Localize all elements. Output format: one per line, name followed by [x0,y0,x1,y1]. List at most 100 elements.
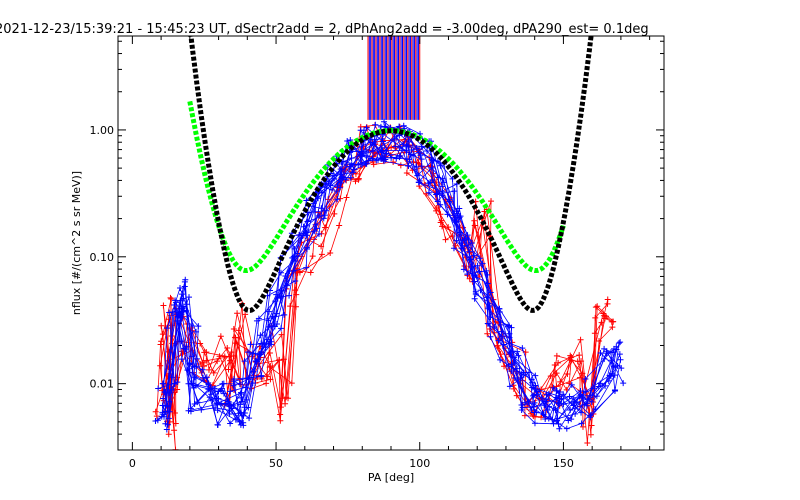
blue-data-point [521,399,528,406]
blue-data-point [583,402,590,409]
blue-data-point [611,372,618,379]
blue-data-point [334,181,341,188]
red-data-point [287,303,294,310]
blue-data-point [425,189,432,196]
blue-data-point [483,294,490,301]
blue-data-point [163,426,170,433]
red-data-point [494,342,501,349]
blue-data-point [374,156,381,163]
red-data-point [388,144,395,151]
blue-data-point [379,147,386,154]
red-data-point [292,303,299,310]
axes: 0 50 100 150 0.01 0.10 1.00 [90,36,664,470]
blue-data-point [154,417,161,424]
blue-data-point [303,197,310,204]
blue-data-point [487,333,494,340]
blue-data-point [529,392,536,399]
blue-data-point [508,324,515,331]
blue-data-point [582,375,589,382]
blue-data-point [418,143,425,150]
red-data-point [288,380,295,387]
blue-data-point [363,160,370,167]
blue-data-point [237,409,244,416]
blue-data-point [178,356,185,363]
blue-data-point [508,361,515,368]
blue-data-point [177,284,184,291]
blue-data-point [418,156,425,163]
red-data-point [592,314,599,321]
blue-data-point [556,389,563,396]
red-data-point [403,170,410,177]
blue-data-point [318,205,325,212]
blue-data-point [219,380,226,387]
blue-data-point [247,341,254,348]
blue-data-point [553,388,560,395]
blue-data-point [446,198,453,205]
blue-data-point [303,264,310,271]
blue-data-point [613,343,620,350]
blue-data-point [315,230,322,237]
blue-data-point [474,262,481,269]
blue-data-point [437,201,444,208]
blue-data-point [617,339,624,346]
blue-data-point [187,405,194,412]
blue-data-point [199,366,206,373]
red-data-point [549,384,556,391]
blue-data-point [418,163,425,170]
red-data-point [390,158,397,165]
blue-data-point [265,308,272,315]
blue-data-point [425,180,432,187]
blue-data-point [351,166,358,173]
blue-data-point [396,123,403,130]
blue-data-point [159,409,166,416]
blue-data-point [514,348,521,355]
blue-data-point [238,394,245,401]
red-data-point [307,269,314,276]
blue-data-point [246,415,253,422]
red-data-point [228,349,235,356]
blue-data-point [178,338,185,345]
red-data-point [165,431,172,438]
red-data-point [337,195,344,202]
blue-data-point [258,349,265,356]
blue-data-point [172,299,179,306]
blue-data-point [273,310,280,317]
blue-data-point [428,164,435,171]
red-data-point [309,253,316,260]
blue-data-point [320,215,327,222]
blue-data-point [286,292,293,299]
red-data-point [282,400,289,407]
blue-data-point [160,380,167,387]
red-data-point [587,431,594,438]
plot-area [152,36,627,450]
blue-data-point [620,380,627,387]
blue-data-point [550,384,557,391]
x-tick-label: 0 [129,457,136,470]
blue-data-point [578,420,585,427]
red-data-point [576,352,583,359]
blue-data-point [164,325,171,332]
blue-data-point [456,205,463,212]
blue-data-point [519,404,526,411]
blue-data-point [241,404,248,411]
blue-data-point [194,399,201,406]
blue-data-point [333,188,340,195]
blue-data-point [484,271,491,278]
red-data-point [266,350,273,357]
red-data-point [157,341,164,348]
blue-data-point [344,138,351,145]
red-data-point [267,376,274,383]
blue-data-point [465,236,472,243]
blue-data-point [372,121,379,128]
blue-data-point [206,394,213,401]
blue-data-point [155,385,162,392]
blue-data-point [405,162,412,169]
blue-data-point [519,345,526,352]
red-data-point [604,300,611,307]
red-data-point [596,338,603,345]
red-data-point [263,380,270,387]
blue-data-point [607,349,614,356]
blue-data-point [289,255,296,262]
blue-data-point [173,317,180,324]
blue-data-point [506,383,513,390]
